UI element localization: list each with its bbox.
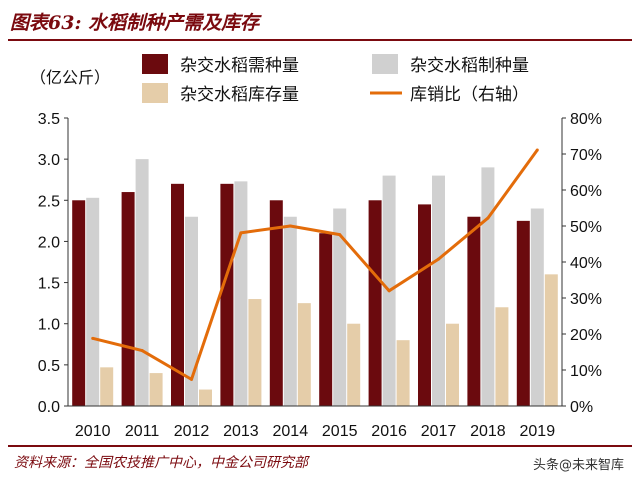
source-note: 资料来源：全国农技推广中心，中金公司研究部 xyxy=(14,455,308,471)
legend-label: 杂交水稻需种量 xyxy=(180,56,299,76)
x-tick-label: 2018 xyxy=(470,423,506,440)
y-axis-unit-label: （亿公斤） xyxy=(30,69,110,87)
watermark: 头条@未来智库 xyxy=(532,458,624,473)
bar-1 xyxy=(269,200,283,406)
legend-label: 杂交水稻制种量 xyxy=(410,56,529,76)
y-tick-label: 3.0 xyxy=(38,152,60,169)
y-tick-label: 0.0 xyxy=(38,399,60,416)
x-tick-label: 2013 xyxy=(223,423,259,440)
bar-1 xyxy=(516,220,530,406)
y2-tick-label: 80% xyxy=(570,111,602,128)
ratio-point xyxy=(486,216,490,220)
y2-tick-label: 20% xyxy=(570,327,602,344)
y-tick-label: 2.5 xyxy=(38,193,60,210)
y2-tick-label: 10% xyxy=(570,363,602,380)
y2-tick-label: 30% xyxy=(570,291,602,308)
y-tick-label: 1.5 xyxy=(38,276,60,293)
y-tick-label: 3.5 xyxy=(38,111,60,128)
ratio-line xyxy=(92,149,539,381)
y2-tick-label: 50% xyxy=(570,219,602,236)
bar-2 xyxy=(333,208,347,406)
legend-swatch xyxy=(142,83,168,103)
y2-tick-label: 0% xyxy=(570,399,593,416)
title-divider xyxy=(8,39,632,41)
ratio-point xyxy=(535,148,539,152)
ratio-point xyxy=(387,289,391,293)
bar-3 xyxy=(149,373,163,406)
legend-label: 杂交水稻库存量 xyxy=(180,85,299,105)
bar-3 xyxy=(199,389,212,406)
bar-3 xyxy=(297,303,311,406)
ratio-point xyxy=(91,336,95,340)
y-tick-label: 2.0 xyxy=(38,234,60,251)
ratio-point xyxy=(288,224,292,228)
x-tick-label: 2016 xyxy=(371,423,407,440)
x-tick-label: 2011 xyxy=(125,423,160,440)
bar-1 xyxy=(72,200,86,406)
chart-title: 图表63: 水稻制种产需及库存 xyxy=(10,12,260,34)
legend-label: 库销比（右轴） xyxy=(410,85,529,105)
y2-tick-label: 60% xyxy=(570,183,602,200)
ratio-point xyxy=(437,257,440,261)
legend-swatch xyxy=(142,54,168,74)
ratio-point xyxy=(190,377,193,381)
bar-1 xyxy=(368,200,382,406)
bar-2 xyxy=(86,197,100,406)
y2-tick-label: 70% xyxy=(570,147,602,164)
bar-1 xyxy=(418,204,431,406)
bar-1 xyxy=(220,183,234,406)
y-tick-label: 0.5 xyxy=(38,358,60,375)
bar-3 xyxy=(495,307,509,406)
bar-1 xyxy=(121,192,135,406)
chart-canvas: 0.0 0.5 1.0 1.5 2.0 2.5 3.0 3.5 0% 10% 20% 30% 40% 50… xyxy=(30,54,602,440)
bar-2 xyxy=(234,181,248,406)
bar-2 xyxy=(185,216,198,406)
bar-1 xyxy=(319,233,333,406)
x-tick-label: 2017 xyxy=(421,423,457,440)
bar-1 xyxy=(171,183,184,406)
ratio-point xyxy=(338,233,342,237)
bar-3 xyxy=(446,323,459,406)
bar-3 xyxy=(544,274,558,406)
ratio-point xyxy=(239,231,243,235)
source-divider xyxy=(8,445,632,447)
y-tick-label: 1.0 xyxy=(38,317,60,334)
y2-tick-label: 40% xyxy=(570,255,602,272)
legend-swatch xyxy=(372,54,398,74)
x-tick-label: 2012 xyxy=(174,423,210,440)
bar-3 xyxy=(396,340,410,406)
bar-3 xyxy=(100,367,114,406)
bar-2 xyxy=(530,208,544,406)
x-tick-label: 2015 xyxy=(322,423,358,440)
bar-2 xyxy=(432,175,445,406)
bar-1 xyxy=(467,216,481,406)
bar-2 xyxy=(481,167,495,406)
bar-3 xyxy=(248,299,262,406)
x-tick-label: 2010 xyxy=(75,423,111,440)
bar-3 xyxy=(347,323,361,406)
bar-2 xyxy=(135,159,149,406)
x-tick-label: 2014 xyxy=(273,423,309,440)
x-tick-label: 2019 xyxy=(520,423,556,440)
ratio-point xyxy=(140,349,144,353)
bar-2 xyxy=(283,216,297,406)
